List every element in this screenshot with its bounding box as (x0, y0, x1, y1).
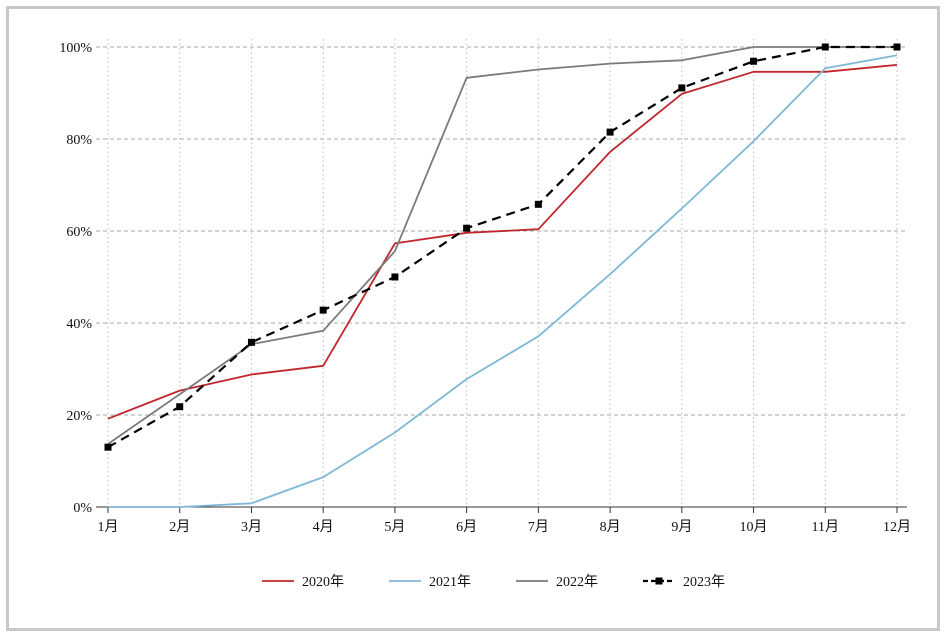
series-line-1 (107, 64, 898, 420)
x-tick-label: 4月 (313, 519, 334, 535)
legend-label: 2022年 (556, 574, 598, 590)
series-marker (750, 57, 758, 65)
series-marker (463, 224, 471, 232)
series-marker (104, 443, 112, 451)
x-tick-label: 8月 (600, 519, 621, 535)
y-tick-label: 40% (66, 317, 92, 332)
series-line-2 (108, 54, 898, 508)
legend-label: 2023年 (683, 574, 725, 590)
axes: 0% 20% 40% 60% 80% 100% 1月 2月 3月 4月 5月 6月 7月 8月 9月 10月 1… (59, 41, 911, 535)
x-tick-label: 11月 (812, 519, 839, 535)
legend-label: 2021年 (429, 574, 471, 590)
series-marker (893, 43, 901, 51)
legend: 2020年 2021年 2022年 2023年 (262, 574, 725, 590)
series-marker (534, 200, 542, 208)
y-tick-label: 100% (59, 41, 92, 56)
series-marker (678, 84, 686, 92)
series-line-4 (107, 45, 897, 449)
series-marker (606, 128, 614, 136)
x-tick-label: 2月 (169, 519, 190, 535)
x-tick-label: 6月 (456, 519, 477, 535)
series-marker (821, 43, 829, 51)
x-tick-label: 5月 (384, 519, 405, 535)
x-tick-label: 7月 (528, 519, 549, 535)
series-marker (247, 338, 255, 346)
x-tick-label: 12月 (883, 519, 911, 535)
series-line-3 (107, 46, 897, 445)
series-marker (176, 403, 184, 411)
series-group (104, 43, 901, 508)
y-tick-label: 20% (66, 409, 92, 424)
legend-marker (655, 577, 663, 585)
x-tick-label: 10月 (740, 519, 768, 535)
legend-label: 2020年 (302, 574, 344, 590)
y-tick-label: 80% (66, 133, 92, 148)
series-marker (391, 273, 399, 281)
x-tick-label: 1月 (98, 519, 119, 535)
x-tick-label: 9月 (671, 519, 692, 535)
y-tick-label: 60% (66, 225, 92, 240)
y-tick-label: 0% (73, 501, 92, 516)
x-tick-label: 3月 (241, 519, 262, 535)
series-marker (319, 306, 327, 314)
